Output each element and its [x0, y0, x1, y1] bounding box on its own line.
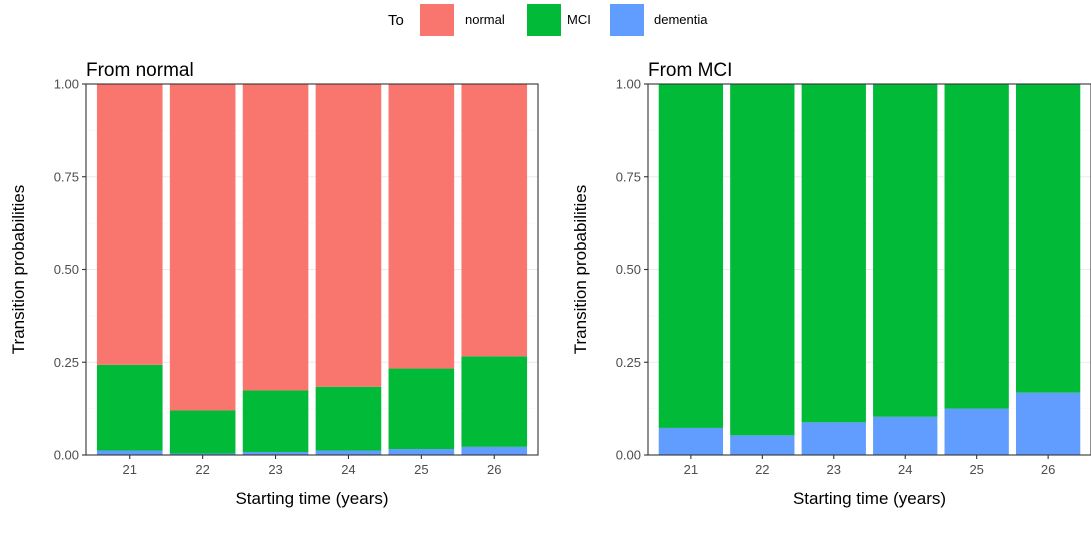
y-tick-label: 0.25 — [54, 355, 79, 370]
bar-segment-mci-25 — [944, 84, 1009, 409]
bar-segment-dementia-26 — [1015, 392, 1081, 455]
bar-segment-normal-26 — [461, 84, 528, 357]
bar-segment-dementia-23 — [801, 422, 866, 455]
x-tick-label: 25 — [414, 462, 428, 477]
bar-segment-dementia-21 — [96, 450, 163, 455]
legend-label-mci: MCI — [567, 12, 591, 27]
y-tick-label: 0.75 — [54, 169, 79, 184]
legend-label-normal: normal — [465, 12, 505, 27]
bar-segment-normal-23 — [242, 84, 309, 391]
bar-segment-dementia-22 — [169, 453, 236, 455]
bar-segment-normal-24 — [315, 84, 382, 387]
bar-segment-normal-25 — [388, 84, 455, 369]
x-tick-label: 25 — [969, 462, 983, 477]
chart-title: From MCI — [648, 60, 732, 81]
bar-segment-mci-24 — [315, 386, 382, 451]
x-tick-label: 21 — [684, 462, 698, 477]
x-tick-label: 24 — [341, 462, 355, 477]
bar-segment-dementia-22 — [730, 435, 795, 455]
y-tick-label: 0.50 — [54, 262, 79, 277]
legend-key-mci — [527, 4, 561, 36]
bar-segment-dementia-23 — [242, 452, 309, 455]
bar-segment-mci-23 — [801, 84, 866, 423]
x-tick-label: 26 — [1041, 462, 1055, 477]
y-tick-label: 0.25 — [616, 355, 641, 370]
bar-segment-mci-22 — [169, 410, 236, 454]
x-tick-label: 24 — [898, 462, 912, 477]
bar-segment-mci-25 — [388, 368, 455, 450]
chart-title: From normal — [86, 60, 194, 81]
chart-panel-from-normal: 0.00 0.25 0.50 0.75 1.00 21 22 23 24 25 26 From nor… — [9, 60, 539, 508]
y-axis-label: Transition probabilities — [9, 185, 28, 354]
bar-segment-dementia-24 — [315, 450, 382, 455]
bar-segment-dementia-25 — [388, 449, 455, 455]
legend-title: To — [388, 12, 404, 29]
bar-segment-mci-21 — [96, 364, 163, 451]
bar-segment-mci-26 — [1015, 84, 1081, 393]
x-tick-label: 26 — [487, 462, 501, 477]
y-tick-label: 0.00 — [54, 448, 79, 463]
bar-segment-mci-24 — [873, 84, 938, 417]
bar-segment-normal-21 — [96, 84, 163, 365]
x-tick-label: 21 — [123, 462, 137, 477]
bar-segment-normal-22 — [169, 84, 236, 411]
y-axis-label: Transition probabilities — [571, 185, 590, 354]
bar-segment-dementia-21 — [658, 427, 724, 455]
x-tick-label: 23 — [268, 462, 282, 477]
x-axis-label: Starting time (years) — [793, 489, 946, 508]
legend-label-dementia: dementia — [654, 12, 708, 27]
x-tick-label: 23 — [827, 462, 841, 477]
bar-segment-mci-21 — [658, 84, 724, 428]
y-tick-label: 0.75 — [616, 169, 641, 184]
legend: To normal MCI dementia — [388, 4, 708, 36]
x-tick-label: 22 — [195, 462, 209, 477]
bar-segment-mci-23 — [242, 390, 309, 453]
y-tick-label: 1.00 — [616, 77, 641, 92]
x-axis-label: Starting time (years) — [235, 489, 388, 508]
bar-segment-dementia-24 — [873, 416, 938, 455]
x-tick-label: 22 — [755, 462, 769, 477]
y-tick-label: 1.00 — [54, 77, 79, 92]
legend-key-normal — [420, 4, 454, 36]
bar-segment-dementia-25 — [944, 408, 1009, 455]
y-tick-label: 0.00 — [616, 448, 641, 463]
bar-segment-dementia-26 — [461, 446, 528, 455]
bar-segment-mci-26 — [461, 356, 528, 447]
legend-key-dementia — [610, 4, 644, 36]
bar-segment-mci-22 — [730, 84, 795, 436]
y-tick-label: 0.50 — [616, 262, 641, 277]
